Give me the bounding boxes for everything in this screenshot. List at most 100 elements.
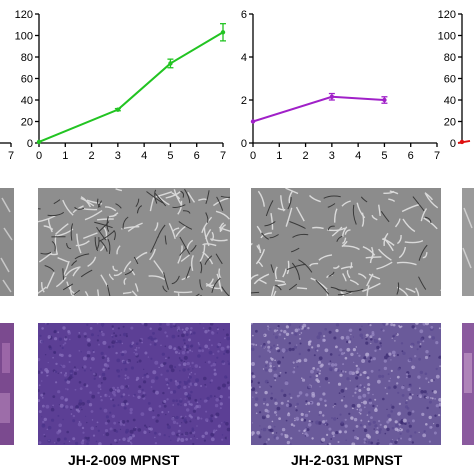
nucleus [260,428,263,431]
nucleus [378,420,381,423]
nucleus [374,398,377,401]
nucleus [211,331,214,334]
nucleus [174,350,178,354]
nucleus [363,400,367,405]
nucleus [264,390,268,395]
nucleus [332,435,335,438]
cell-outline [220,224,226,231]
nucleus [167,356,170,359]
nucleus [352,429,355,432]
cell-outline [388,198,396,203]
nucleus [217,386,221,390]
nucleus [47,425,52,430]
nucleus [190,437,192,440]
nucleus [426,396,430,399]
nucleus [399,367,401,370]
nucleus [285,403,290,407]
nucleus [190,327,193,330]
nucleus [273,366,277,371]
cell-outline [288,190,294,204]
nucleus [294,332,298,336]
nucleus [88,403,93,407]
cell-outline [46,272,55,289]
nucleus [126,419,130,423]
nucleus [274,401,278,406]
nucleus [177,326,180,329]
nucleus [198,343,201,346]
nucleus [113,428,117,432]
nucleus [431,397,434,400]
nucleus [127,359,131,363]
cell-outline [365,256,382,259]
x-tick-label: 7 [8,150,14,160]
nucleus [112,404,116,408]
nucleus [345,439,347,442]
nucleus [164,331,167,334]
nucleus [109,443,113,445]
nucleus [225,422,229,426]
nucleus [177,403,180,406]
nucleus [265,360,269,364]
nucleus [280,433,284,436]
nucleus [208,350,213,355]
nucleus [91,394,96,399]
cell-outline [112,212,119,218]
nucleus [363,370,367,375]
nucleus [292,361,295,364]
nucleus [83,369,86,372]
cell-outline [199,261,203,274]
nucleus [182,368,186,372]
nucleus [302,323,307,328]
nucleus [127,439,130,443]
cell-outline [76,233,82,254]
nucleus [86,421,88,424]
nucleus [274,411,277,414]
nucleus [278,374,281,378]
cell-outline [219,222,225,233]
nucleus [344,430,348,434]
nucleus [206,396,210,401]
cell-outline [98,230,116,242]
nucleus [275,432,278,434]
nucleus [351,442,356,445]
nucleus [222,383,226,388]
nucleus [62,343,65,346]
nucleus [185,348,189,352]
nucleus [152,332,155,335]
cell-outline [154,222,159,232]
nucleus [318,410,322,415]
nucleus [260,345,262,347]
nucleus [391,405,395,409]
nucleus [259,425,261,427]
cell-outline [204,255,213,265]
nucleus [342,363,345,366]
cell-outline [185,266,191,280]
nucleus [145,426,148,428]
nucleus [363,406,366,409]
nucleus [295,360,297,362]
nucleus [184,342,186,344]
nucleus [349,380,351,382]
nucleus [222,329,225,331]
cell-outline [289,221,306,229]
cell-outline [398,246,407,259]
nucleus [42,420,45,424]
nucleus [166,398,169,401]
nucleus [278,417,281,420]
nucleus [227,386,230,390]
cell-outline [360,196,368,203]
nucleus [47,361,49,364]
nucleus [387,355,390,358]
nucleus [303,429,306,432]
nucleus [355,376,359,380]
nucleus [178,399,183,403]
nucleus [163,434,166,437]
cell-outline [291,262,301,280]
cell-outline [358,273,367,279]
cell-outline [342,226,348,238]
nucleus [313,354,316,357]
nucleus [420,390,424,394]
nucleus [408,424,412,428]
nucleus [359,384,362,387]
caption-jh-2-009: JH-2-009 MPNST [68,452,180,468]
